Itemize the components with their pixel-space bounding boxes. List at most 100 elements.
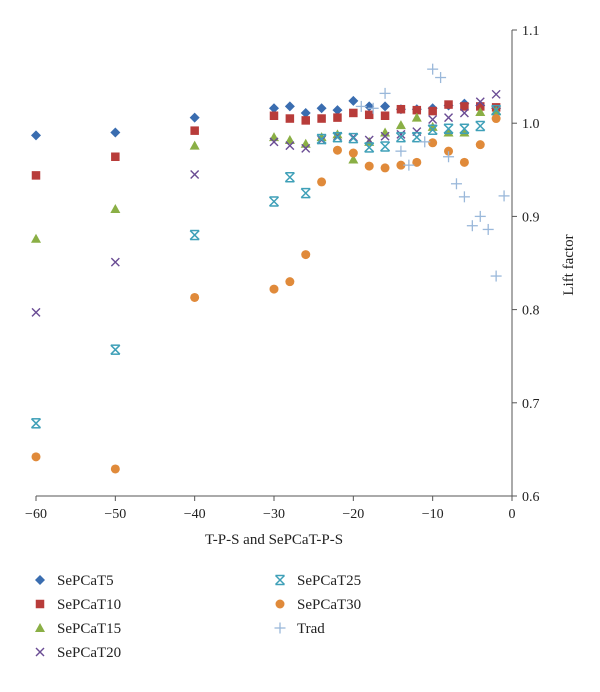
data-point <box>491 89 501 99</box>
data-point <box>111 152 120 162</box>
data-point <box>476 102 485 111</box>
data-point <box>395 120 406 130</box>
plot-area <box>30 63 510 474</box>
data-point <box>396 129 406 139</box>
data-point <box>110 127 121 138</box>
data-point <box>411 112 422 122</box>
data-point <box>31 307 41 317</box>
data-point <box>498 190 510 202</box>
data-point <box>332 129 343 139</box>
legend-marker <box>35 647 45 657</box>
data-point <box>459 127 470 137</box>
data-point <box>316 133 327 145</box>
data-point <box>428 114 438 124</box>
data-point <box>364 142 375 153</box>
series-sepcat15 <box>31 106 502 243</box>
legend-marker <box>274 622 286 634</box>
data-point <box>475 107 486 117</box>
data-point <box>332 105 343 116</box>
data-point <box>396 160 406 170</box>
y-tick-label: 0.6 <box>522 490 540 505</box>
data-point <box>490 270 502 282</box>
data-point <box>466 220 478 232</box>
legend-label: Trad <box>297 621 325 637</box>
data-point <box>300 187 311 199</box>
legend-item-sepcat5: SePCaT5 <box>35 573 114 589</box>
data-point <box>491 114 501 124</box>
x-tick-label: −40 <box>184 507 206 522</box>
data-point <box>380 101 391 112</box>
data-point <box>190 126 199 135</box>
legend-marker <box>274 574 286 586</box>
legend-marker <box>275 599 285 609</box>
data-point <box>300 138 311 148</box>
data-point <box>284 172 295 183</box>
legend-item-sepcat15: SePCaT15 <box>35 621 121 637</box>
x-axis-title: T-P-S and SePCaT-P-S <box>205 532 343 548</box>
y-tick-label: 0.8 <box>522 304 540 319</box>
series-trad <box>355 63 510 282</box>
data-point <box>332 145 342 155</box>
data-point <box>284 134 295 144</box>
axes: −60 −50 −40 −30 −20 −10 0 0.6 0.7 0.8 0.9 1.0 1.1 <box>25 24 539 522</box>
data-point <box>285 277 295 287</box>
data-point <box>412 105 422 115</box>
data-point <box>348 95 359 106</box>
data-point <box>189 140 200 150</box>
data-point <box>190 169 200 179</box>
data-point <box>395 131 406 143</box>
legend-item-sepcat20: SePCaT20 <box>35 645 121 661</box>
legend-item-sepcat25: SePCaT25 <box>274 573 361 589</box>
data-point <box>269 111 279 120</box>
data-point <box>31 171 41 180</box>
data-point <box>268 196 280 207</box>
data-point <box>475 120 486 132</box>
y-axis-title: Lift factor <box>561 234 577 295</box>
data-point <box>435 72 447 84</box>
data-point <box>355 100 367 112</box>
data-point <box>444 100 453 109</box>
data-point <box>316 132 327 142</box>
data-point <box>458 191 470 203</box>
data-point <box>427 121 438 131</box>
data-point <box>189 229 200 241</box>
x-tick-label: −20 <box>342 507 364 522</box>
data-point <box>491 104 502 116</box>
y-tick-label: 1.1 <box>522 24 540 39</box>
data-point <box>367 102 379 114</box>
legend-item-sepcat10: SePCaT10 <box>35 597 121 613</box>
data-point <box>349 108 358 118</box>
legend-marker <box>35 575 45 585</box>
data-point <box>30 418 42 429</box>
data-point <box>396 104 406 114</box>
y-tick-label: 1.0 <box>522 117 540 132</box>
data-point <box>403 159 415 171</box>
x-tick-label: −60 <box>25 507 47 522</box>
data-point <box>269 284 279 294</box>
data-point <box>444 146 454 156</box>
data-point <box>380 131 390 141</box>
x-tick-label: −30 <box>263 507 285 522</box>
legend-item-sepcat30: SePCaT30 <box>275 597 361 613</box>
data-point <box>380 111 390 120</box>
data-point <box>474 210 486 222</box>
series-sepcat25 <box>30 104 502 429</box>
data-point <box>301 116 310 125</box>
data-point <box>444 113 454 123</box>
data-point <box>450 178 462 190</box>
data-point <box>443 127 454 137</box>
legend-label: SePCaT25 <box>297 573 361 589</box>
data-point <box>110 203 121 213</box>
legend-item-trad: Trad <box>274 621 325 637</box>
legend-marker <box>35 623 45 632</box>
y-tick-label: 0.9 <box>522 210 540 225</box>
data-point <box>475 97 485 107</box>
series-sepcat20 <box>31 89 501 317</box>
data-point <box>31 233 41 243</box>
data-point <box>348 154 359 164</box>
data-point <box>316 103 327 114</box>
data-point <box>300 107 311 118</box>
data-point <box>364 161 374 171</box>
data-point <box>443 123 454 135</box>
data-point <box>380 163 390 173</box>
